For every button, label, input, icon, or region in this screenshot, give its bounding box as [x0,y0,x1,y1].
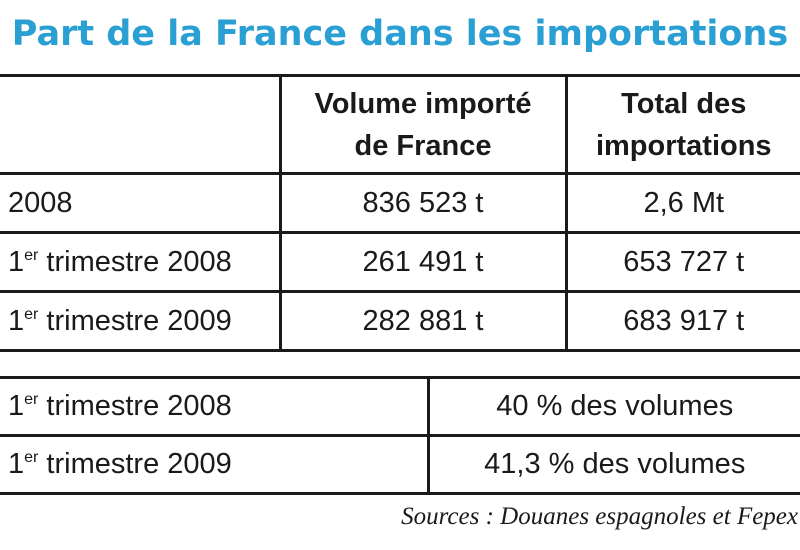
header-row: Volume importé de France Total des impor… [0,74,800,175]
header-volume-line2: de France [354,129,492,162]
row-label: 2008 [0,172,282,234]
source-note: Sources : Douanes espagnoles et Fepex [401,503,798,530]
row-label: 1er trimestre 2008 [0,231,282,293]
row-label: 1er trimestre 2009 [0,434,430,495]
header-empty-cell [0,74,282,175]
table-row: 2008 836 523 t 2,6 Mt [0,172,800,234]
table-row: 1er trimestre 2009 282 881 t 683 917 t [0,290,800,352]
table-row: 1er trimestre 2008 40 % des volumes [0,376,800,437]
header-volume-line1: Volume importé [314,87,532,120]
row-label: 1er trimestre 2009 [0,290,282,352]
total-cell: 683 917 t [564,290,800,352]
table-title: Part de la France dans les importations [11,14,789,54]
volume-cell: 836 523 t [278,172,568,234]
total-cell: 653 727 t [564,231,800,293]
table-row: 1er trimestre 2009 41,3 % des volumes [0,434,800,495]
imports-table: Volume importé de France Total des impor… [0,74,800,352]
share-table: 1er trimestre 2008 40 % des volumes 1er … [0,376,800,495]
share-cell: 41,3 % des volumes [426,434,800,495]
table-row: 1er trimestre 2008 261 491 t 653 727 t [0,231,800,293]
header-total-line2: importations [595,129,772,162]
total-cell: 2,6 Mt [564,172,800,234]
row-label: 1er trimestre 2008 [0,376,430,437]
volume-cell: 282 881 t [278,290,568,352]
header-total-line1: Total des [621,87,747,120]
header-volume: Volume importé de France [278,74,568,175]
header-total: Total des importations [564,74,800,175]
volume-cell: 261 491 t [278,231,568,293]
share-cell: 40 % des volumes [426,376,800,437]
